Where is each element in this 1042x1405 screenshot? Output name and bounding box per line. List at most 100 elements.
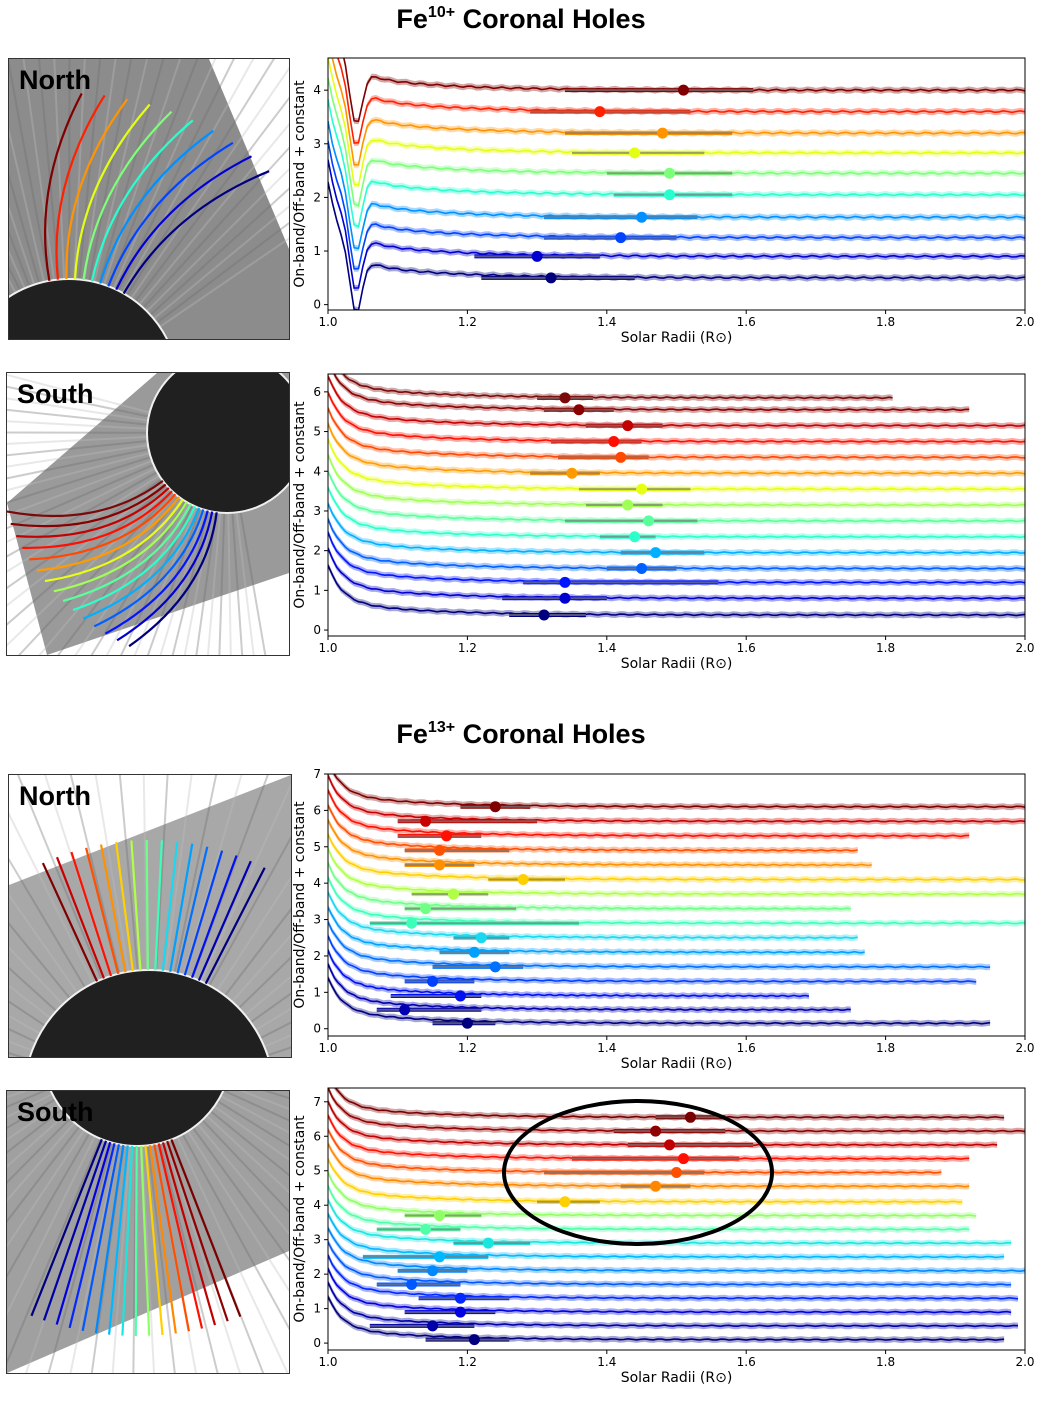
data-point	[420, 1223, 432, 1235]
corona-streak	[122, 187, 289, 339]
series-band	[328, 802, 858, 854]
data-point	[440, 830, 452, 842]
field-line	[107, 141, 234, 287]
south-label: South	[17, 379, 94, 409]
fe10-north-chart: 1.0 1.2 1.4 1.6 1.8 2.0 0 1 2 3 4 Solar Radii (R⊙) O…	[292, 57, 1035, 346]
field-line	[169, 843, 194, 972]
series-band	[328, 960, 851, 1014]
data-point	[420, 903, 432, 915]
series-band	[328, 452, 1025, 509]
y-tick-label: 1	[313, 1302, 321, 1316]
y-tick-label: 2	[313, 949, 321, 963]
series-band	[328, 889, 858, 942]
series-line	[328, 789, 970, 838]
series-band	[328, 1156, 963, 1206]
series-band	[328, 389, 1025, 446]
data-point	[461, 1017, 473, 1029]
series-line	[328, 159, 1025, 289]
field-line	[197, 860, 252, 981]
plot-frame	[327, 57, 1026, 311]
data-point	[594, 106, 606, 118]
data-point	[399, 1004, 411, 1016]
series-band	[328, 484, 1025, 541]
series-line	[328, 1268, 1012, 1314]
series-line	[328, 547, 1025, 600]
section-title-superscript: 13+	[427, 719, 456, 736]
series-band	[340, 374, 893, 402]
fe13-south-thumbnail: South	[6, 1090, 290, 1374]
field-line	[134, 1145, 138, 1337]
series-line	[328, 487, 1025, 539]
series-band	[328, 420, 1025, 477]
series-line	[328, 848, 1025, 896]
north-label: North	[19, 781, 91, 811]
section-title-fe13: Fe13+ Coronal Holes	[0, 719, 1042, 750]
field-line	[170, 1139, 242, 1317]
series-line	[333, 374, 970, 412]
y-tick-label: 2	[313, 1267, 321, 1281]
data-point	[489, 961, 501, 973]
section-title-tail: Coronal Holes	[455, 4, 646, 34]
field-line	[122, 170, 270, 295]
series-band	[328, 845, 1025, 898]
plot-frame	[327, 1087, 1026, 1351]
x-tick-label: 1.2	[458, 641, 477, 655]
field-line	[166, 1140, 229, 1322]
fe10-north-plot: 1.0 1.2 1.4 1.6 1.8 2.0 0 1 2 3 4 Solar Radii (R⊙) O…	[290, 56, 1040, 366]
fe13-north-image	[9, 775, 291, 1057]
series-band	[328, 1169, 977, 1220]
series-group	[328, 374, 1025, 621]
field-line	[82, 507, 201, 620]
field-line	[73, 103, 151, 280]
series-line	[328, 1254, 1019, 1300]
corona-streak	[127, 205, 289, 339]
x-tick-label: 1.8	[876, 1041, 895, 1055]
data-point	[657, 127, 669, 139]
series-band	[328, 1182, 970, 1233]
field-line	[36, 496, 180, 572]
data-point	[545, 272, 557, 284]
series-band	[328, 96, 1025, 230]
field-line	[85, 847, 120, 975]
field-line	[43, 92, 83, 281]
fe13-south-image	[7, 1091, 289, 1373]
field-line	[41, 862, 98, 982]
data-point	[454, 1306, 466, 1318]
y-axis-label: On-band/Off-band + constant	[292, 80, 308, 288]
data-point	[636, 563, 648, 575]
y-tick-label: 0	[313, 1336, 321, 1350]
series-band	[328, 1140, 970, 1190]
series-line	[328, 564, 1025, 617]
data-point	[643, 515, 655, 527]
field-line	[148, 1144, 177, 1334]
y-tick-label: 4	[313, 876, 321, 890]
series-line	[328, 977, 991, 1025]
series-band	[328, 787, 970, 840]
y-tick-label: 2	[313, 190, 321, 204]
field-line	[42, 1140, 108, 1321]
field-line	[16, 487, 170, 538]
series-group	[328, 774, 1025, 1029]
series-band	[328, 1238, 1012, 1288]
x-tick-label: 1.6	[737, 1041, 756, 1055]
series-band	[328, 974, 991, 1027]
y-tick-label: 5	[313, 1164, 321, 1178]
data-point	[664, 167, 676, 179]
corona-streak	[140, 237, 289, 339]
series-line	[328, 181, 1025, 310]
fe10-north-image	[9, 59, 289, 339]
field-line	[115, 155, 252, 291]
series-band	[328, 1112, 970, 1163]
field-line	[70, 851, 113, 977]
field-line	[116, 511, 214, 642]
field-line	[55, 94, 106, 280]
series-band	[328, 774, 1025, 825]
south-label: South	[17, 1097, 94, 1127]
x-tick-label: 1.8	[876, 1355, 895, 1369]
data-point	[566, 467, 578, 479]
data-point	[434, 844, 446, 856]
y-tick-label: 0	[313, 623, 321, 637]
y-tick-label: 7	[313, 1095, 321, 1109]
y-tick-label: 6	[313, 803, 321, 817]
y-tick-label: 3	[313, 913, 321, 927]
